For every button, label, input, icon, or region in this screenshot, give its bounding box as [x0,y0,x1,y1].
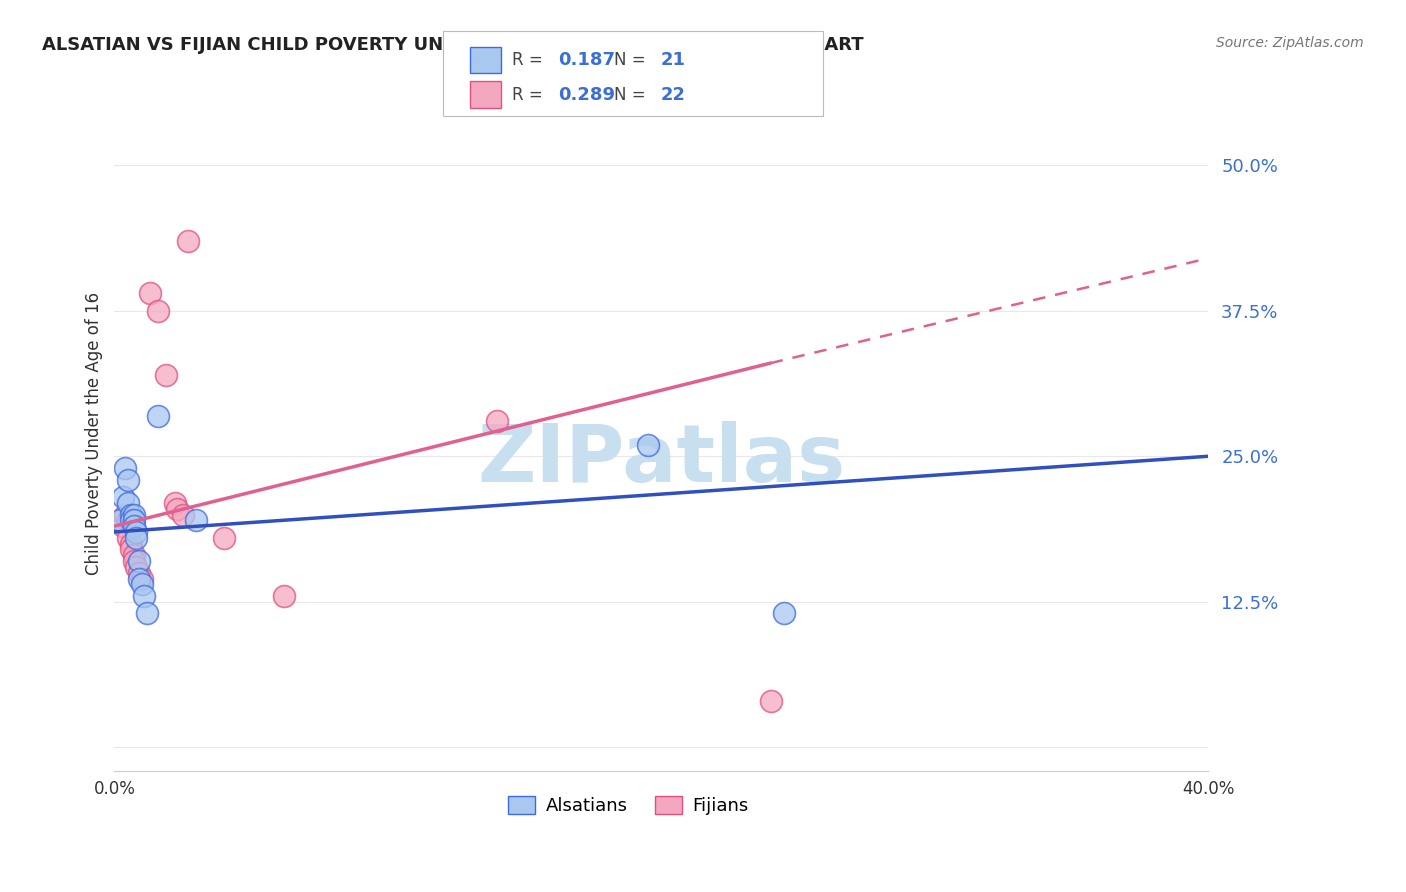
Text: Source: ZipAtlas.com: Source: ZipAtlas.com [1216,36,1364,50]
Point [128,554,150,568]
Point [131,577,153,591]
Point [186,513,208,527]
Point [146,303,169,318]
Text: 0.289: 0.289 [558,86,616,103]
Point [111,490,134,504]
Point [114,508,136,522]
Point [212,531,235,545]
Point [120,536,142,550]
Text: 22: 22 [661,86,686,103]
Point [637,437,659,451]
Point [117,531,139,545]
Point [120,508,142,522]
Text: ZIPatlas: ZIPatlas [477,421,845,499]
Point [111,519,134,533]
Point [172,508,194,522]
Point [120,542,142,557]
Point [122,508,145,522]
Point [125,524,148,539]
Point [125,560,148,574]
Text: N =: N = [614,51,651,69]
Point [117,513,139,527]
Point [128,572,150,586]
Point [108,513,131,527]
Text: ALSATIAN VS FIJIAN CHILD POVERTY UNDER THE AGE OF 16 CORRELATION CHART: ALSATIAN VS FIJIAN CHILD POVERTY UNDER T… [42,36,863,54]
Point [177,234,200,248]
Legend: Alsatians, Fijians: Alsatians, Fijians [501,789,756,822]
Point [166,501,188,516]
Point [122,554,145,568]
Text: R =: R = [512,51,548,69]
Text: 0.187: 0.187 [558,51,616,69]
Point [122,519,145,533]
Point [128,566,150,580]
Point [139,286,162,301]
Point [136,607,159,621]
Text: 21: 21 [661,51,686,69]
Point [155,368,177,382]
Point [125,531,148,545]
Point [759,694,782,708]
Point [486,414,509,428]
Y-axis label: Child Poverty Under the Age of 16: Child Poverty Under the Age of 16 [86,292,103,574]
Text: R =: R = [512,86,548,103]
Point [146,409,169,423]
Point [120,513,142,527]
Point [114,461,136,475]
Text: N =: N = [614,86,651,103]
Point [117,473,139,487]
Point [122,513,145,527]
Point [773,607,796,621]
Point [163,496,186,510]
Point [117,496,139,510]
Point [273,589,295,603]
Point [131,572,153,586]
Point [122,548,145,562]
Point [134,589,156,603]
